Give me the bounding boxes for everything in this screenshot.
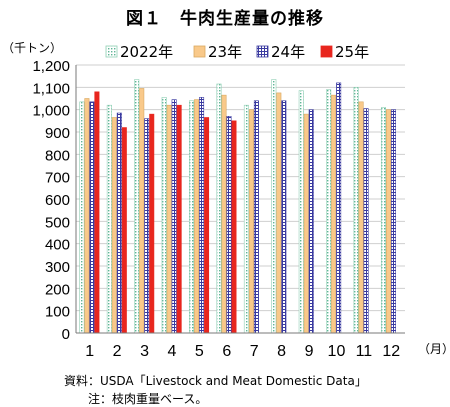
x-axis-unit-label: （月） [418,342,450,356]
x-tick-label: 8 [277,343,286,360]
chart-title: 図１ 牛肉生産量の推移 [126,9,324,29]
x-tick-label: 6 [222,343,231,360]
legend-label: 24年 [271,43,305,61]
bar-23年-5 [194,99,200,334]
bar-23年-6 [221,94,227,334]
legend-label: 2022年 [120,43,173,61]
y-tick-label: 400 [45,237,70,254]
bar-24年-6 [226,116,232,334]
bar-23年-8 [276,92,282,334]
axes: 0 100 200 300 400 500 600 700 800 900 1,000 1,100 1,… [32,58,405,360]
bar-2022年-5 [189,100,195,334]
bar-24年-1 [89,101,95,334]
bar-25年-5 [204,117,210,334]
y-tick-label: 700 [45,170,70,187]
y-tick-label: 100 [45,304,70,321]
bar-23年-7 [248,109,254,334]
bar-25年-4 [176,104,182,334]
bar-2022年-7 [243,104,249,334]
x-tick-label: 10 [328,343,346,360]
legend-label: 25年 [335,43,369,61]
legend-label: 23年 [208,43,242,61]
bar-23年-10 [331,94,337,334]
y-tick-label: 0 [62,326,70,343]
x-tick-label: 11 [356,343,373,360]
bar-23年-9 [303,113,309,334]
x-tick-label: 5 [195,343,204,360]
y-tick-label: 1,000 [32,103,70,120]
y-tick-label: 600 [45,192,70,209]
bar-2022年-8 [271,79,277,334]
y-tick-label: 1,200 [32,58,70,75]
bar-2022年-12 [380,107,386,334]
source-note: 資料：USDA「Livestock and Meat Domestic Data… [64,374,367,388]
bar-2022年-11 [353,87,359,334]
legend-swatch [105,45,118,58]
bar-24年-2 [116,112,122,334]
bar-2022年-3 [134,79,140,334]
bar-2022年-10 [326,89,332,334]
bar-2022年-2 [106,104,112,334]
bar-24年-7 [253,100,259,334]
bar-24年-5 [199,97,205,334]
bar-23年-11 [358,101,364,334]
bars [79,79,396,334]
bar-2022年-6 [216,83,222,334]
x-tick-label: 9 [305,343,314,360]
x-tick-label: 3 [140,343,149,360]
y-axis-unit-label: （千トン） [2,41,63,55]
bar-23年-3 [139,88,145,334]
footnote: 注：枝肉重量ベース。 [88,392,208,406]
legend-swatch [320,45,333,58]
bar-25年-6 [231,120,237,334]
bar-2022年-9 [298,90,304,334]
bar-24年-3 [144,118,150,334]
bar-25年-3 [149,113,155,334]
bar-24年-12 [390,109,396,334]
x-tick-label: 1 [85,343,94,360]
bar-24年-4 [171,99,177,334]
bar-23年-1 [84,98,90,334]
legend-swatch [256,45,269,58]
gridlines [76,64,405,312]
bar-24年-10 [336,82,342,334]
x-tick-label: 7 [250,343,259,360]
y-tick-label: 900 [45,125,70,142]
bar-23年-2 [111,117,117,334]
y-tick-label: 300 [45,259,70,276]
x-tick-label: 12 [382,343,400,360]
bar-24年-11 [363,108,369,334]
bar-24年-8 [281,100,287,334]
y-tick-label: 800 [45,147,70,164]
bar-25年-2 [121,127,127,334]
bar-2022年-4 [161,97,167,334]
bar-23年-4 [166,104,172,334]
legend-swatch [193,45,206,58]
x-tick-label: 2 [113,343,122,360]
y-tick-label: 1,100 [32,80,70,97]
legend: 2022年 23年 24年 25年 [105,43,369,61]
bar-2022年-1 [79,101,85,334]
y-tick-label: 500 [45,214,70,231]
bar-23年-12 [385,109,391,334]
x-tick-label: 4 [168,343,177,360]
bar-24年-9 [308,109,314,334]
bar-25年-1 [94,91,100,334]
y-tick-label: 200 [45,281,70,298]
